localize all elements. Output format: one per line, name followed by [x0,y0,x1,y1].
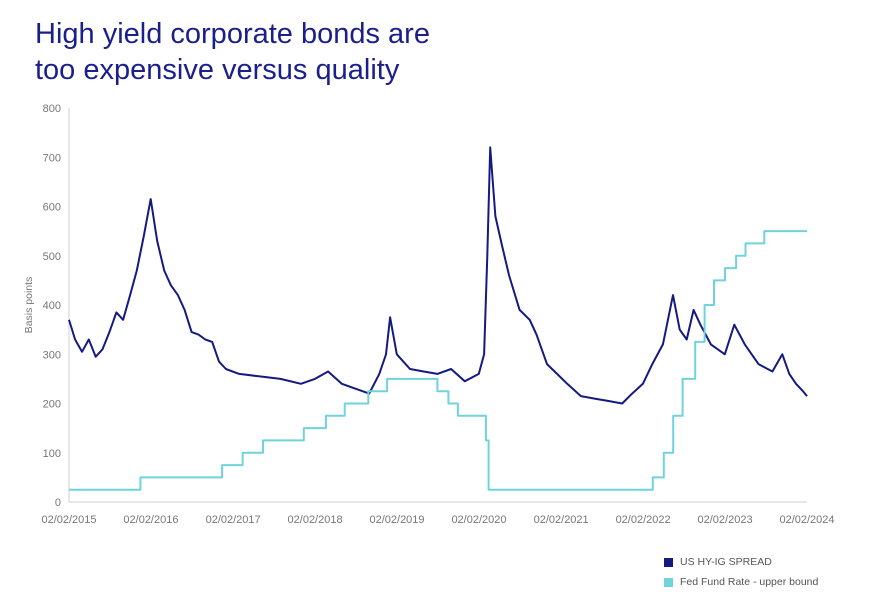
chart-title: High yield corporate bonds are too expen… [35,16,430,88]
y-tick-label: 400 [43,300,61,312]
series-line-spread [68,146,808,405]
series-line-fed-funds [69,230,807,491]
x-tick-label: 02/02/2021 [534,514,589,526]
chart-title-line-1: High yield corporate bonds are [35,18,430,50]
legend-swatch-spread [664,557,673,567]
y-tick-label: 200 [43,399,61,411]
x-tick-label: 02/02/2024 [779,514,834,526]
legend-item-fed: Fed Fund Rate - upper bound [664,572,818,592]
legend-item-spread: US HY-IG SPREAD [664,552,818,572]
y-tick-label: 800 [43,103,61,115]
y-tick-label: 100 [43,448,61,460]
x-tick-label: 02/02/2017 [206,514,261,526]
chart-title-line-2: too expensive versus quality [35,54,400,86]
legend: US HY-IG SPREAD Fed Fund Rate - upper bo… [664,552,818,592]
y-tick-label: 0 [55,497,61,509]
legend-label-spread: US HY-IG SPREAD [680,556,772,568]
x-tick-label: 02/02/2019 [369,514,424,526]
y-axis-label: Basis points [23,277,35,334]
y-tick-label: 700 [43,152,61,164]
x-tick-label: 02/02/2023 [698,514,753,526]
y-tick-label: 300 [43,349,61,361]
x-tick-label: 02/02/2020 [451,514,506,526]
x-tick-label: 02/02/2016 [123,514,178,526]
legend-swatch-fed [664,577,673,587]
y-tick-label: 500 [43,251,61,263]
x-tick-label: 02/02/2015 [41,514,96,526]
x-tick-label: 02/02/2022 [616,514,671,526]
y-tick-label: 600 [43,202,61,214]
legend-label-fed: Fed Fund Rate - upper bound [680,576,819,588]
x-tick-label: 02/02/2018 [288,514,343,526]
